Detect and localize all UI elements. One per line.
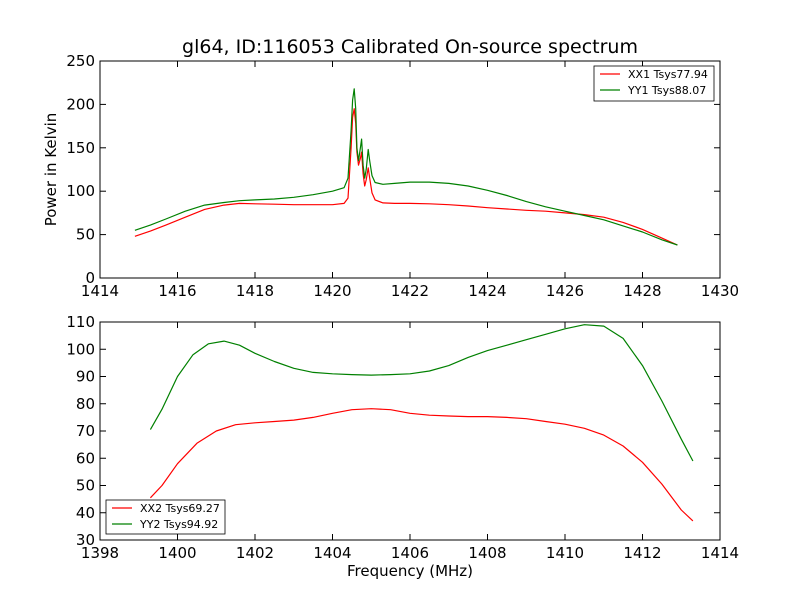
- bottom-legend-box: [105, 499, 226, 535]
- bottom-x-tick-label: 1412: [623, 544, 661, 562]
- top-x-tick-label: 1424: [468, 282, 506, 300]
- top-x-tick-label: 1420: [313, 282, 351, 300]
- top-y-tick-label: 150: [66, 139, 95, 157]
- top-ticks: 1414 1416 1418 1420 1422 1424 1426 1428 1430 0 50 1…: [66, 52, 739, 300]
- bottom-x-tick-label: 1414: [701, 544, 739, 562]
- bottom-x-tick-label: 1402: [236, 544, 274, 562]
- bottom-y-tick-label: 110: [66, 313, 95, 331]
- bottom-series-line-2: [149, 324, 694, 462]
- bottom-legend-label-xx2: XX2 Tsys69.27: [140, 502, 220, 515]
- top-x-tick-label: 1430: [701, 282, 739, 300]
- bottom-y-tick-label: 60: [76, 449, 95, 467]
- top-x-tick-label: 1416: [158, 282, 196, 300]
- top-y-tick-label: 100: [66, 182, 95, 200]
- figure-title: gl64, ID:116053 Calibrated On-source spe…: [182, 36, 638, 58]
- top-legend-label-yy1: YY1 Tsys88.07: [627, 84, 706, 97]
- top-legend-box: [593, 65, 715, 102]
- top-plot-frame: [99, 60, 721, 279]
- bottom-series-line-1: [149, 408, 694, 522]
- top-y-tick-label: 250: [66, 52, 95, 70]
- top-y-tick-label: 0: [85, 269, 95, 287]
- top-x-tick-label: 1426: [546, 282, 584, 300]
- top-legend-label-xx1: XX1 Tsys77.94: [628, 68, 708, 81]
- bottom-y-tick-label: 50: [76, 477, 95, 495]
- bottom-plot-frame: [99, 321, 721, 541]
- top-y-axis-label: Power in Kelvin: [42, 113, 60, 227]
- bottom-y-tick-label: 70: [76, 422, 95, 440]
- bottom-y-tick-label: 80: [76, 395, 95, 413]
- bottom-x-tick-label: 1408: [468, 544, 506, 562]
- top-series-line-1: [134, 108, 678, 246]
- top-x-tick-label: 1422: [391, 282, 429, 300]
- bottom-y-tick-label: 90: [76, 368, 95, 386]
- top-x-tick-label: 1418: [236, 282, 274, 300]
- top-x-tick-label: 1414: [81, 282, 119, 300]
- bottom-y-tick-label: 40: [76, 504, 95, 522]
- bottom-x-tick-label: 1404: [313, 544, 351, 562]
- bottom-y-tick-label: 30: [76, 531, 95, 549]
- top-spectrum-panel: Power in Kelvin 1414 1416 1418 1420 1422 1424…: [42, 52, 739, 300]
- bottom-spectrum-panel: 1398 1400 1402 1404 1406 1408 1410 1412 1414 30 40…: [66, 313, 739, 580]
- bottom-legend-label-yy2: YY2 Tsys94.92: [139, 518, 218, 531]
- bottom-x-tick-label: 1400: [158, 544, 196, 562]
- bottom-x-tick-label: 1398: [81, 544, 119, 562]
- bottom-ticks: 1398 1400 1402 1404 1406 1408 1410 1412 1414 30 40…: [66, 313, 739, 562]
- top-legend: XX1 Tsys77.94 YY1 Tsys88.07: [593, 65, 715, 102]
- bottom-x-axis-label: Frequency (MHz): [347, 562, 473, 580]
- bottom-x-tick-label: 1410: [546, 544, 584, 562]
- top-series-line-2: [134, 88, 678, 246]
- bottom-x-tick-label: 1406: [391, 544, 429, 562]
- bottom-legend: XX2 Tsys69.27 YY2 Tsys94.92: [105, 499, 226, 535]
- top-y-tick-label: 50: [76, 226, 95, 244]
- top-x-tick-label: 1428: [623, 282, 661, 300]
- bottom-y-tick-label: 100: [66, 340, 95, 358]
- bottom-series-lines: [149, 324, 694, 522]
- top-series-lines: [134, 88, 678, 246]
- top-y-tick-label: 200: [66, 95, 95, 113]
